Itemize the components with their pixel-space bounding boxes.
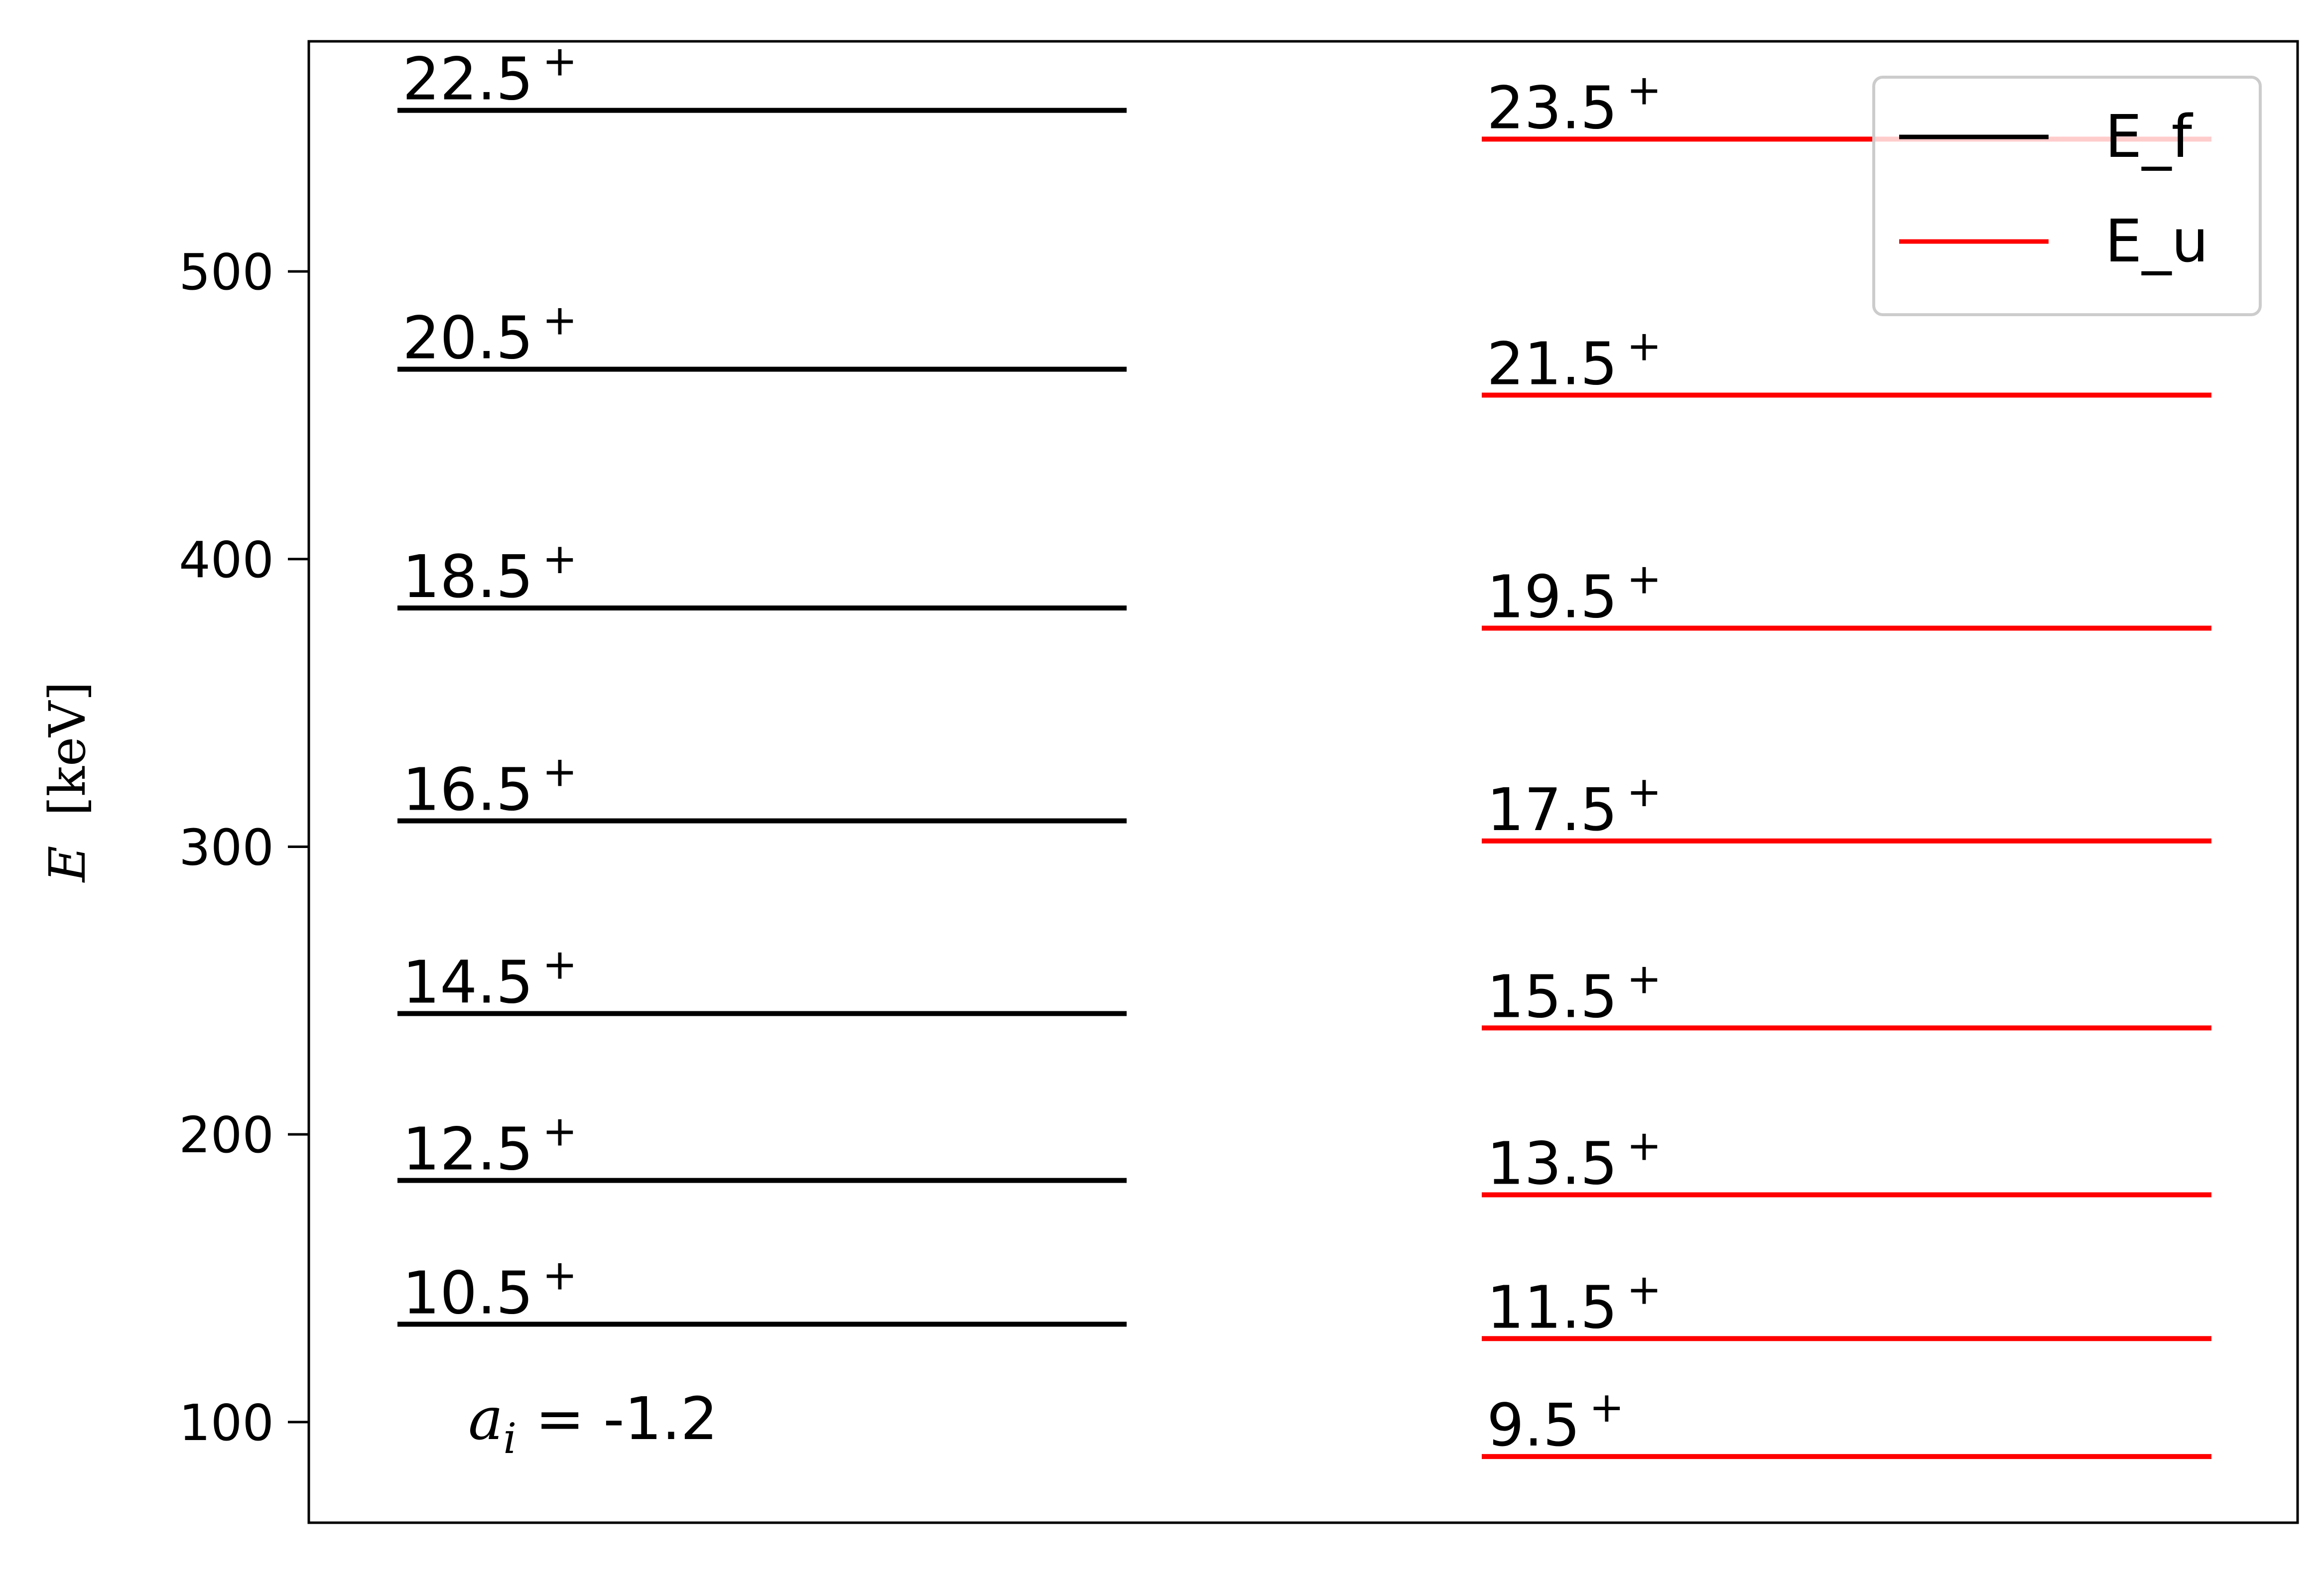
level-label: 12.5 + bbox=[402, 1107, 577, 1184]
level-label: 16.5 + bbox=[402, 747, 577, 824]
level-label: 17.5 + bbox=[1487, 767, 1662, 844]
annotation-value: = -1.2 bbox=[516, 1384, 718, 1453]
level-label: 18.5 + bbox=[402, 534, 577, 611]
y-tick-label: 100 bbox=[179, 1394, 274, 1452]
legend-box bbox=[1872, 76, 2262, 316]
level-label: 9.5 + bbox=[1487, 1383, 1624, 1459]
y-tick-label: 500 bbox=[179, 243, 274, 301]
annotation-subscript: i bbox=[503, 1414, 516, 1463]
parameter-annotation: ai = -1.2 bbox=[468, 1384, 718, 1463]
level-label: 21.5 + bbox=[1487, 322, 1662, 398]
level-lines bbox=[397, 108, 2211, 1459]
y-axis-title: E [keV] bbox=[38, 682, 97, 883]
legend-label-e-u: E_u bbox=[2105, 207, 2208, 275]
level-label: 19.5 + bbox=[1487, 554, 1662, 631]
legend: E_f E_u bbox=[1872, 76, 2262, 316]
level-label: 11.5 + bbox=[1487, 1265, 1662, 1341]
level-label: 20.5 + bbox=[402, 296, 577, 372]
level-label: 22.5 + bbox=[402, 37, 577, 114]
y-tick-label: 400 bbox=[179, 531, 274, 589]
level-label: 10.5 + bbox=[402, 1250, 577, 1327]
level-labels: 10.5 + 12.5 + 14.5 + 16.5 + 18.5 + 20.5 + 22.5 + 9.5 + 1… bbox=[402, 37, 1662, 1459]
legend-label-e-f: E_f bbox=[2105, 102, 2194, 171]
y-tick-label: 300 bbox=[179, 818, 274, 876]
level-label: 13.5 + bbox=[1487, 1121, 1662, 1198]
level-label: 15.5 + bbox=[1487, 954, 1662, 1031]
annotation-symbol: a bbox=[468, 1384, 503, 1453]
y-axis-title-symbol: E bbox=[38, 846, 97, 883]
level-label: 14.5 + bbox=[402, 940, 577, 1017]
level-label: 23.5 + bbox=[1487, 65, 1662, 142]
y-axis-title-unit: [keV] bbox=[38, 682, 97, 816]
y-axis: 100 200 300 400 500 bbox=[179, 243, 309, 1452]
plot-frame bbox=[307, 40, 2299, 1524]
y-tick-label: 200 bbox=[179, 1106, 274, 1164]
